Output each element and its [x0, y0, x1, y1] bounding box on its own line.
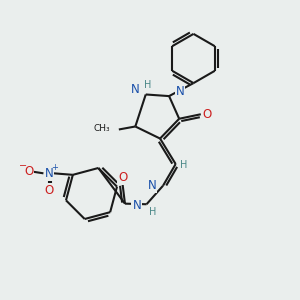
Text: H: H	[145, 80, 152, 90]
Text: H: H	[149, 207, 157, 217]
Text: +: +	[51, 164, 58, 172]
Text: −: −	[19, 161, 27, 171]
Text: O: O	[203, 108, 212, 121]
Text: H: H	[180, 160, 188, 170]
Text: CH₃: CH₃	[94, 124, 110, 134]
Text: N: N	[130, 83, 139, 97]
Text: O: O	[24, 165, 33, 178]
Text: O: O	[118, 171, 127, 184]
Text: N: N	[44, 167, 53, 180]
Text: N: N	[132, 199, 141, 212]
Text: N: N	[176, 85, 184, 98]
Text: N: N	[148, 179, 157, 192]
Text: O: O	[44, 184, 53, 197]
